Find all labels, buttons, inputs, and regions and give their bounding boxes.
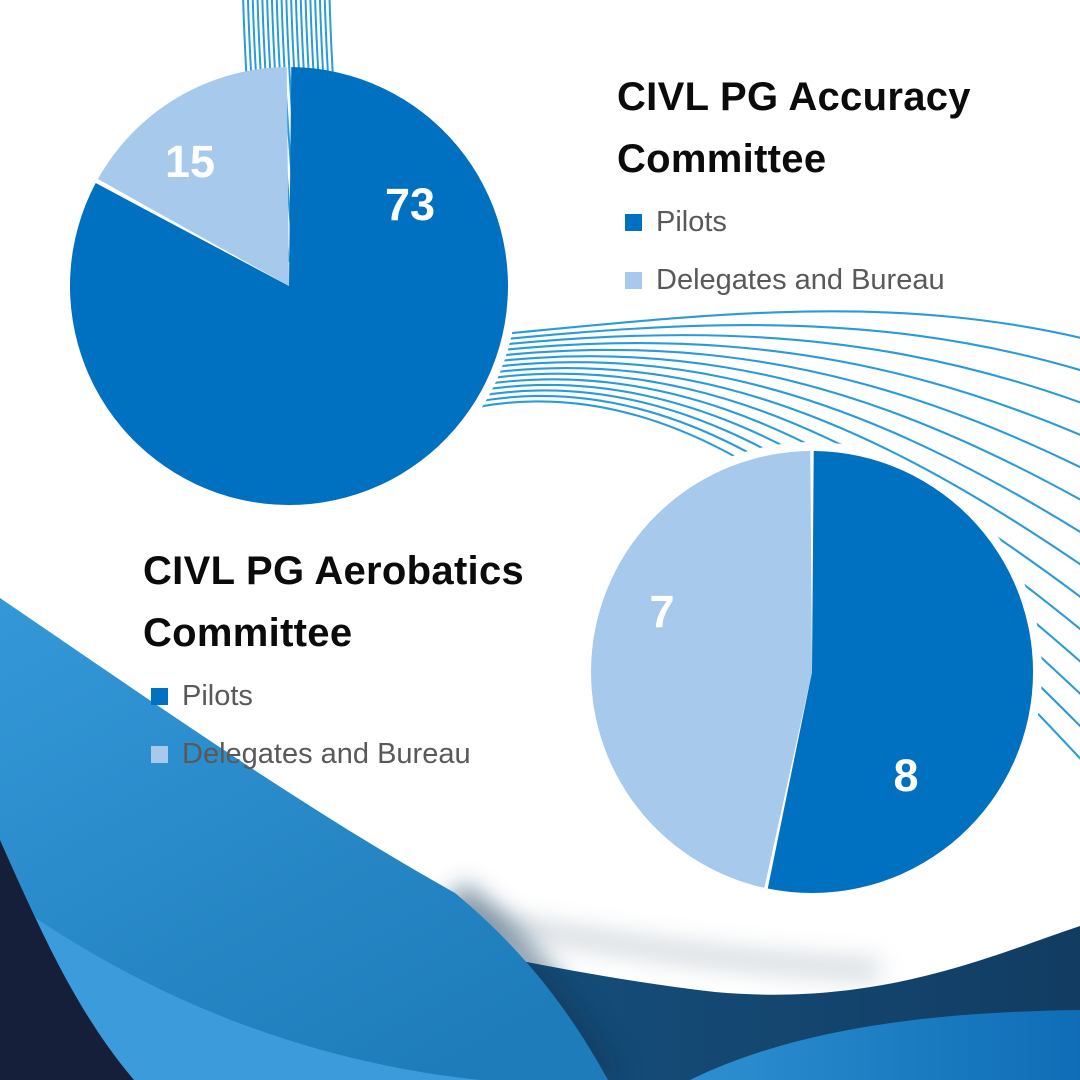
pie-slice-pilots [767, 451, 1034, 894]
legend-item-delegates: Delegates and Bureau [625, 264, 1017, 297]
legend-swatch-delegates [151, 746, 168, 763]
legend-label-delegates: Delegates and Bureau [656, 264, 945, 296]
legend-item-delegates: Delegates and Bureau [151, 738, 603, 771]
wave-fold-shadow [445, 881, 623, 1080]
wave-main-left [0, 598, 608, 1080]
pie-slice-pilots [69, 67, 508, 505]
legend-accuracy: Pilots Delegates and Bureau [617, 206, 1017, 297]
legend-label-pilots: Pilots [656, 206, 727, 238]
legend-swatch-pilots [625, 214, 642, 231]
legend-label-pilots: Pilots [182, 680, 253, 712]
legend-item-pilots: Pilots [151, 680, 603, 713]
accuracy-committee-panel: CIVL PG Accuracy Committee Pilots Delega… [617, 66, 1017, 322]
chart-title-accuracy: CIVL PG Accuracy Committee [617, 75, 971, 181]
legend-aerobatics: Pilots Delegates and Bureau [143, 680, 603, 771]
legend-swatch-delegates [625, 272, 642, 289]
pie-slice-delegates-and-bureau [97, 67, 290, 286]
chart-title-aerobatics: CIVL PG Aerobatics Committee [143, 549, 525, 655]
bottom-waves [0, 598, 1080, 1080]
corner-navy-wave [0, 840, 134, 1080]
bottom-band-blue-right [690, 1010, 1080, 1080]
legend-swatch-pilots [151, 688, 168, 705]
pie-charts [69, 67, 1034, 894]
legend-item-pilots: Pilots [625, 206, 1017, 239]
pie-slice-delegates-and-bureau [591, 451, 812, 888]
wave-light-wedge [0, 893, 480, 1080]
legend-label-delegates: Delegates and Bureau [182, 738, 471, 770]
aerobatics-committee-panel: CIVL PG Aerobatics Committee Pilots Dele… [143, 540, 603, 796]
